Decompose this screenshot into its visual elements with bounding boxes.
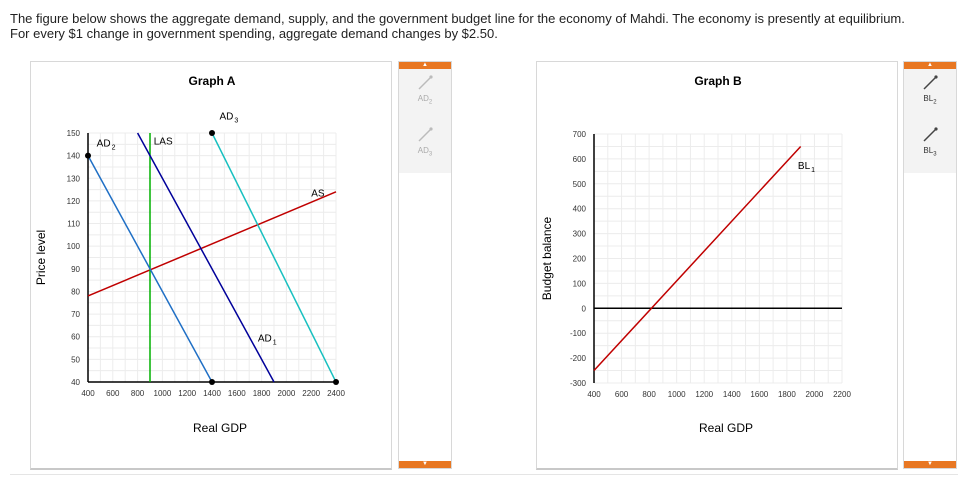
y-tick-label: 50 <box>71 355 80 364</box>
x-tick-label: 1200 <box>695 390 713 399</box>
graph-a-panel[interactable]: 400 600 800 1000 1200 1400 1600 1800 2000 2200 240… <box>30 61 392 470</box>
x-tick-label: 2000 <box>806 390 824 399</box>
y-tick-label: 40 <box>71 378 80 387</box>
series-line-ad2 <box>87 155 213 383</box>
curve-label: AS <box>311 188 325 199</box>
curve-point <box>333 379 339 385</box>
line-tool-icon <box>417 75 433 91</box>
y-tick-label: 200 <box>573 255 587 264</box>
graph-b-chart[interactable]: 400 600 800 1000 1200 1400 1600 1800 2000 2200-30… <box>537 62 897 468</box>
y-tick-label: 0 <box>582 304 587 313</box>
line-tool-icon <box>417 127 433 143</box>
x-tick-label: 1800 <box>778 390 796 399</box>
series-line-bl1 <box>593 145 802 372</box>
x-tick-label: 1600 <box>750 390 768 399</box>
y-tick-label: 60 <box>71 333 80 342</box>
y-tick-label: 400 <box>573 205 587 214</box>
x-tick-label: 800 <box>642 390 656 399</box>
toolbar-scroll-up[interactable]: ▲ <box>399 62 451 69</box>
y-tick-label: 90 <box>71 265 80 274</box>
curve-point <box>209 379 215 385</box>
y-tick-label: 80 <box>71 287 80 296</box>
y-tick-label: 600 <box>573 155 587 164</box>
series-line-ad1 <box>136 132 275 383</box>
chart-title: Graph B <box>694 74 742 88</box>
line-tool-icon <box>922 127 938 143</box>
toolbar-scroll-down[interactable]: ▼ <box>904 461 956 468</box>
curve-label: AD2 <box>97 139 116 152</box>
x-tick-label: 400 <box>587 390 601 399</box>
curve-label: AD1 <box>258 333 277 346</box>
y-tick-label: 140 <box>67 152 81 161</box>
tool-ad2[interactable]: AD2 <box>399 69 451 121</box>
y-tick-label: 150 <box>67 129 81 138</box>
x-axis-label: Real GDP <box>193 421 247 435</box>
x-tick-label: 1200 <box>178 389 196 398</box>
divider <box>10 474 958 475</box>
toolbar-scroll-down[interactable]: ▼ <box>399 461 451 468</box>
x-tick-label: 400 <box>81 389 95 398</box>
y-tick-label: 110 <box>67 220 80 229</box>
curve-point <box>209 130 215 136</box>
x-tick-label: 1400 <box>203 389 221 398</box>
series-line-as <box>87 191 337 297</box>
graph-a-toolbar: ▲ AD2 AD3 ▼ <box>398 61 452 469</box>
x-tick-label: 600 <box>106 389 120 398</box>
y-axis-label: Budget balance <box>540 216 554 300</box>
y-tick-label: 100 <box>67 242 81 251</box>
tool-bl3[interactable]: BL3 <box>904 121 956 173</box>
x-tick-label: 1000 <box>154 389 172 398</box>
tool-bl2[interactable]: BL2 <box>904 69 956 121</box>
y-tick-label: 100 <box>573 279 587 288</box>
tool-label-ad3: AD3 <box>417 146 433 158</box>
y-tick-label: -200 <box>570 354 587 363</box>
y-tick-label: 130 <box>67 174 81 183</box>
y-tick-label: 300 <box>573 230 587 239</box>
tool-label-bl2: BL2 <box>923 94 937 106</box>
x-tick-label: 600 <box>615 390 629 399</box>
curve-point <box>85 152 91 159</box>
x-axis-label: Real GDP <box>699 421 753 435</box>
curve-label: BL1 <box>798 161 815 174</box>
y-tick-label: 700 <box>573 130 587 139</box>
y-tick-label: 120 <box>67 197 81 206</box>
y-tick-label: 70 <box>71 310 80 319</box>
x-tick-label: 1000 <box>668 390 686 399</box>
y-tick-label: -100 <box>570 329 587 338</box>
x-tick-label: 2200 <box>833 390 851 399</box>
x-tick-label: 1600 <box>228 389 246 398</box>
line-tool-icon <box>922 75 938 91</box>
y-tick-label: -300 <box>570 379 587 388</box>
tool-label-ad2: AD2 <box>417 94 433 106</box>
x-tick-label: 2200 <box>302 389 320 398</box>
curve-label: LAS <box>154 136 173 147</box>
graph-b-panel[interactable]: 400 600 800 1000 1200 1400 1600 1800 2000 2200 -30… <box>536 61 898 470</box>
y-axis-label: Price level <box>34 230 48 285</box>
x-tick-label: 1400 <box>723 390 741 399</box>
graph-a-chart[interactable]: 400 600 800 1000 1200 1400 1600 1800 2000 2200 240… <box>31 62 391 468</box>
tool-label-bl3: BL3 <box>923 146 937 158</box>
x-tick-label: 2000 <box>278 389 296 398</box>
y-tick-label: 500 <box>573 180 587 189</box>
graph-b-toolbar: ▲ BL2 BL3 ▼ <box>903 61 957 469</box>
x-tick-label: 2400 <box>327 389 345 398</box>
chart-title: Graph A <box>189 74 236 88</box>
x-tick-label: 1800 <box>253 389 271 398</box>
series-line-ad3 <box>211 132 337 383</box>
x-tick-label: 800 <box>131 389 145 398</box>
tool-ad3[interactable]: AD3 <box>399 121 451 173</box>
intro-text: The figure below shows the aggregate dem… <box>10 11 905 41</box>
toolbar-scroll-up[interactable]: ▲ <box>904 62 956 69</box>
curve-label: AD3 <box>219 111 238 124</box>
